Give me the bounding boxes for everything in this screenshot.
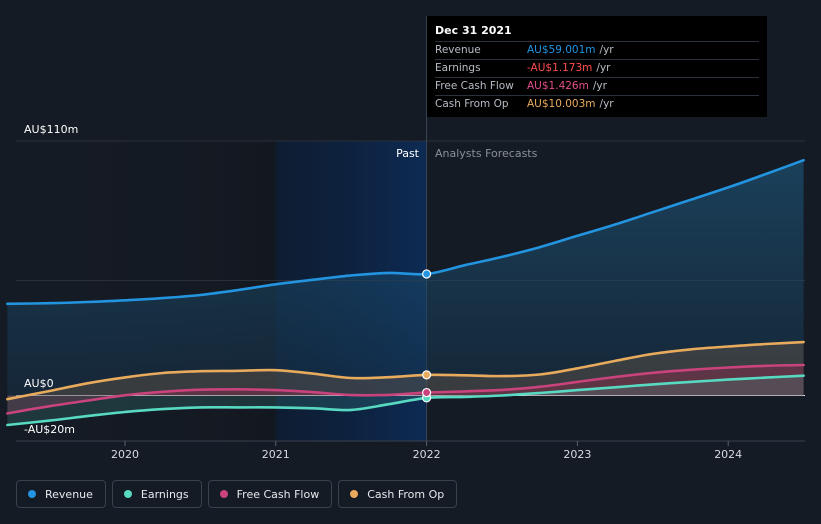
tooltip-unit: /yr: [599, 44, 614, 56]
tooltip-row-earnings: Earnings -AU$1.173m /yr: [435, 60, 759, 78]
legend-revenue-button[interactable]: Revenue: [16, 480, 106, 508]
x-tick-label: 2020: [111, 448, 139, 461]
legend-label: Earnings: [140, 487, 189, 501]
legend-dot-icon: [350, 490, 359, 498]
x-tick-label: 2023: [563, 448, 591, 461]
legend-dot-icon: [219, 490, 228, 498]
revenue-area: [7, 160, 804, 396]
legend-free-cash-flow-button[interactable]: Free Cash Flow: [207, 480, 333, 508]
chart-legend: Revenue Earnings Free Cash Flow Cash Fro…: [16, 480, 458, 508]
tooltip-value: AU$10.003m: [527, 98, 596, 110]
tooltip-row-free-cash-flow: Free Cash Flow AU$1.426m /yr: [435, 78, 759, 96]
y-axis-top-label: AU$110m: [24, 123, 78, 136]
y-axis-bottom-label: -AU$20m: [24, 423, 75, 436]
legend-label: Cash From Op: [367, 487, 445, 501]
fcf-hover-marker: [422, 387, 432, 398]
tooltip-label: Earnings: [435, 62, 481, 74]
y-axis-zero-label: AU$0: [24, 377, 54, 390]
cfo-area: [7, 342, 804, 400]
past-region-label: Past: [396, 147, 420, 160]
tooltip-value: AU$1.426m: [527, 80, 589, 92]
fcf-line: [6, 363, 805, 415]
fcf-area: [7, 365, 804, 414]
tooltip-row-cash-from-op: Cash From Op AU$10.003m /yr: [435, 96, 759, 113]
tooltip-label: Cash From Op: [435, 98, 509, 110]
legend-label: Free Cash Flow: [236, 487, 320, 501]
legend-dot-icon: [123, 490, 132, 498]
earnings-line: [6, 374, 805, 427]
tooltip-date: Dec 31 2021: [435, 24, 759, 42]
legend-earnings-button[interactable]: Earnings: [111, 480, 202, 508]
hover-markers: [422, 269, 432, 403]
tooltip-row-revenue: Revenue AU$59.001m /yr: [435, 42, 759, 60]
series-lines: [6, 158, 805, 427]
tooltip-value: AU$59.001m: [527, 44, 596, 56]
x-tick-label: 2021: [262, 448, 290, 461]
forecast-region-label: Analysts Forecasts: [435, 147, 538, 160]
legend-label: Revenue: [45, 487, 93, 501]
hover-tooltip: Dec 31 2021 Revenue AU$59.001m /yr Earni…: [427, 16, 767, 117]
revenue-hover-marker: [422, 269, 432, 279]
legend-dot-icon: [28, 490, 36, 498]
x-tick-label: 2024: [714, 448, 742, 461]
tooltip-unit: /yr: [592, 80, 607, 92]
tooltip-unit: /yr: [596, 62, 611, 74]
cfo-hover-marker: [422, 370, 432, 380]
legend-cash-from-op-button[interactable]: Cash From Op: [338, 480, 458, 508]
revenue-line: [6, 158, 805, 306]
tooltip-label: Free Cash Flow: [435, 80, 514, 92]
x-tick-label: 2022: [413, 448, 441, 461]
tooltip-label: Revenue: [435, 44, 481, 56]
cfo-line: [6, 340, 805, 401]
x-axis-ticks: 2020 2021 2022 2023 2024: [111, 441, 742, 461]
tooltip-unit: /yr: [599, 98, 614, 110]
tooltip-value: -AU$1.173m: [527, 62, 593, 74]
